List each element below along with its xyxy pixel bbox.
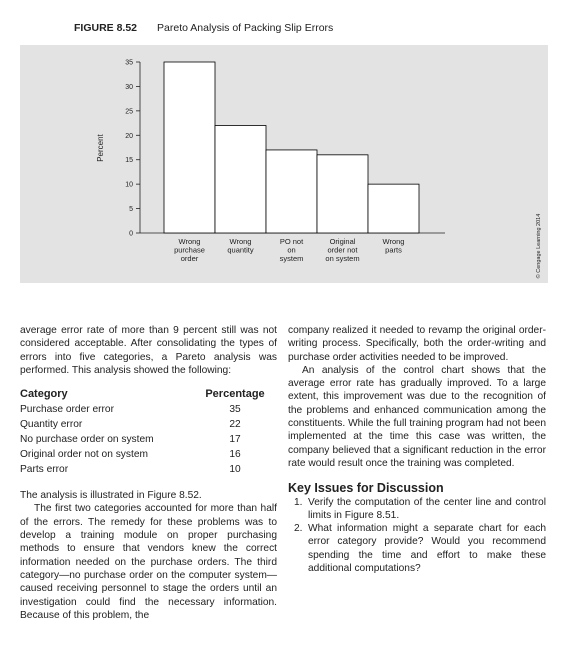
figure-number: FIGURE 8.52: [74, 22, 138, 34]
bar: [214, 125, 267, 234]
paragraph: The first two categories accounted for m…: [20, 503, 277, 621]
table-cell: No purchase order on system: [20, 434, 154, 446]
list-item: 2. What information might a separate char…: [288, 522, 546, 575]
y-tick-label: 15: [125, 157, 133, 164]
table-row: Original order not on system 16: [20, 447, 270, 462]
item-text: Verify the computation of the center lin…: [308, 496, 546, 521]
right-column: company realized it needed to revamp the…: [288, 324, 546, 575]
item-text: What information might a separate chart …: [308, 523, 546, 575]
table-header: Category: [20, 388, 68, 401]
table-row: Purchase order error 35: [20, 402, 270, 417]
y-axis-label: Percent: [96, 133, 105, 161]
y-tick-label: 30: [125, 84, 133, 91]
list-item: 1. Verify the computation of the center l…: [288, 496, 546, 523]
table-cell: 10: [229, 464, 241, 476]
table-cell: Original order not on system: [20, 449, 148, 461]
figure-title: FIGURE 8.52 Pareto Analysis of Packing Sl…: [74, 22, 333, 34]
x-tick-label: PO not on system: [280, 237, 304, 263]
y-tick-label: 0: [129, 231, 133, 238]
x-tick-label: Wrong parts: [383, 237, 405, 255]
table-cell: 35: [229, 404, 241, 416]
chart: Percent © Cengage Learning 2014 0 5 10 15 20…: [96, 60, 542, 279]
y-tick-label: 5: [129, 206, 133, 213]
heading: Key Issues for Discussion: [288, 481, 444, 496]
table-row: Parts error 10: [20, 462, 270, 477]
item-number: 1.: [294, 496, 303, 508]
bar: [163, 61, 216, 234]
chart-title: Pareto Analysis of Packing Slip Errors: [157, 22, 334, 34]
table-cell: 16: [229, 449, 241, 461]
table-cell: 22: [229, 419, 241, 431]
paragraph: An analysis of the control chart shows t…: [288, 364, 546, 469]
bar: [265, 149, 318, 234]
table-cell: Quantity error: [20, 419, 83, 431]
table-row: Quantity error 22: [20, 417, 270, 432]
bar: [367, 183, 420, 234]
table-header: Percentage: [205, 388, 265, 401]
left-column: average error rate of more than 9 percen…: [20, 324, 277, 622]
credit: © Cengage Learning 2014: [535, 214, 542, 279]
table-cell: Purchase order error: [20, 404, 114, 416]
table: Category Percentage Purchase order error…: [20, 387, 270, 477]
y-tick-label: 35: [125, 60, 133, 67]
y-tick-label: 10: [125, 182, 133, 189]
table-cell: Parts error: [20, 464, 69, 476]
paragraph: company realized it needed to revamp the…: [288, 325, 546, 363]
x-tick-label: Original order not on system: [325, 237, 359, 263]
y-tick-label: 25: [125, 108, 133, 115]
paragraph: average error rate of more than 9 percen…: [20, 325, 277, 376]
list: 1. Verify the computation of the center l…: [288, 496, 546, 576]
x-tick-label: Wrong purchase order: [174, 237, 205, 263]
item-number: 2.: [294, 523, 303, 535]
x-tick-label: Wrong quantity: [227, 237, 254, 255]
y-tick-label: 20: [125, 133, 133, 140]
bar: [316, 154, 369, 234]
paragraph: The analysis is illustrated in Figure 8.…: [20, 490, 202, 502]
table-row: No purchase order on system 17: [20, 432, 270, 447]
table-cell: 17: [229, 434, 241, 446]
